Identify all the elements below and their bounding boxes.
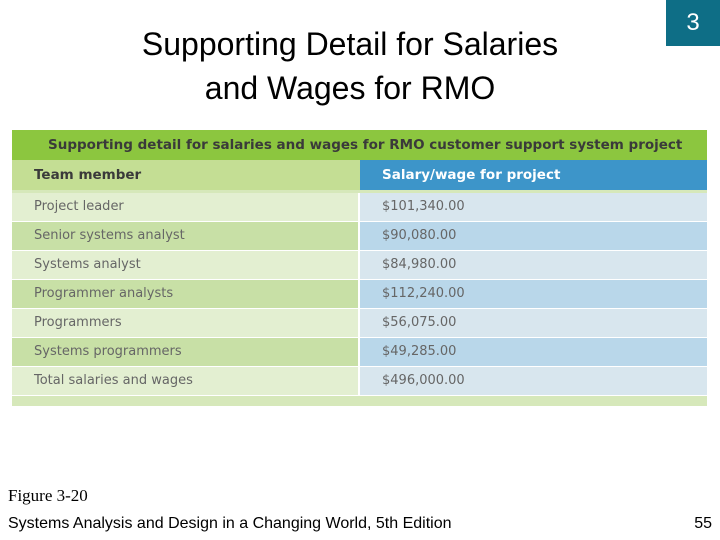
book-title: Systems Analysis and Design in a Changin…: [8, 515, 452, 532]
slide-title-line-2: and Wages for RMO: [204, 70, 496, 106]
slide-title-line-1: Supporting Detail for Salaries: [141, 26, 559, 62]
slide-title: Supporting Detail for Salaries and Wages…: [90, 22, 610, 110]
salary-cell: $90,080.00: [360, 222, 707, 250]
team-member-cell: Programmers: [12, 309, 360, 337]
total-label-cell: Total salaries and wages: [12, 367, 360, 395]
team-member-cell: Systems programmers: [12, 338, 360, 366]
header-team-member: Team member: [12, 160, 360, 190]
salary-cell: $56,075.00: [360, 309, 707, 337]
table-row: Systems analyst $84,980.00: [12, 251, 707, 280]
salary-table: Supporting detail for salaries and wages…: [12, 130, 707, 406]
team-member-cell: Systems analyst: [12, 251, 360, 279]
table-body: Project leader $101,340.00 Senior system…: [12, 190, 707, 396]
team-member-cell: Programmer analysts: [12, 280, 360, 308]
table-row: Programmers $56,075.00: [12, 309, 707, 338]
table-row: Systems programmers $49,285.00: [12, 338, 707, 367]
salary-cell: $112,240.00: [360, 280, 707, 308]
figure-label: Figure 3-20: [8, 486, 88, 505]
table-row: Project leader $101,340.00: [12, 193, 707, 222]
team-member-cell: Senior systems analyst: [12, 222, 360, 250]
table-row: Programmer analysts $112,240.00: [12, 280, 707, 309]
salary-cell: $84,980.00: [360, 251, 707, 279]
total-salary-cell: $496,000.00: [360, 367, 707, 395]
table-row-total: Total salaries and wages $496,000.00: [12, 367, 707, 396]
header-salary: Salary/wage for project: [360, 160, 707, 190]
page-number: 55: [694, 515, 712, 532]
table-row: Senior systems analyst $90,080.00: [12, 222, 707, 251]
chapter-number-badge: 3: [666, 0, 720, 46]
table-header-row: Team member Salary/wage for project: [12, 160, 707, 190]
table-title: Supporting detail for salaries and wages…: [12, 130, 707, 160]
salary-cell: $49,285.00: [360, 338, 707, 366]
team-member-cell: Project leader: [12, 193, 360, 221]
salary-cell: $101,340.00: [360, 193, 707, 221]
